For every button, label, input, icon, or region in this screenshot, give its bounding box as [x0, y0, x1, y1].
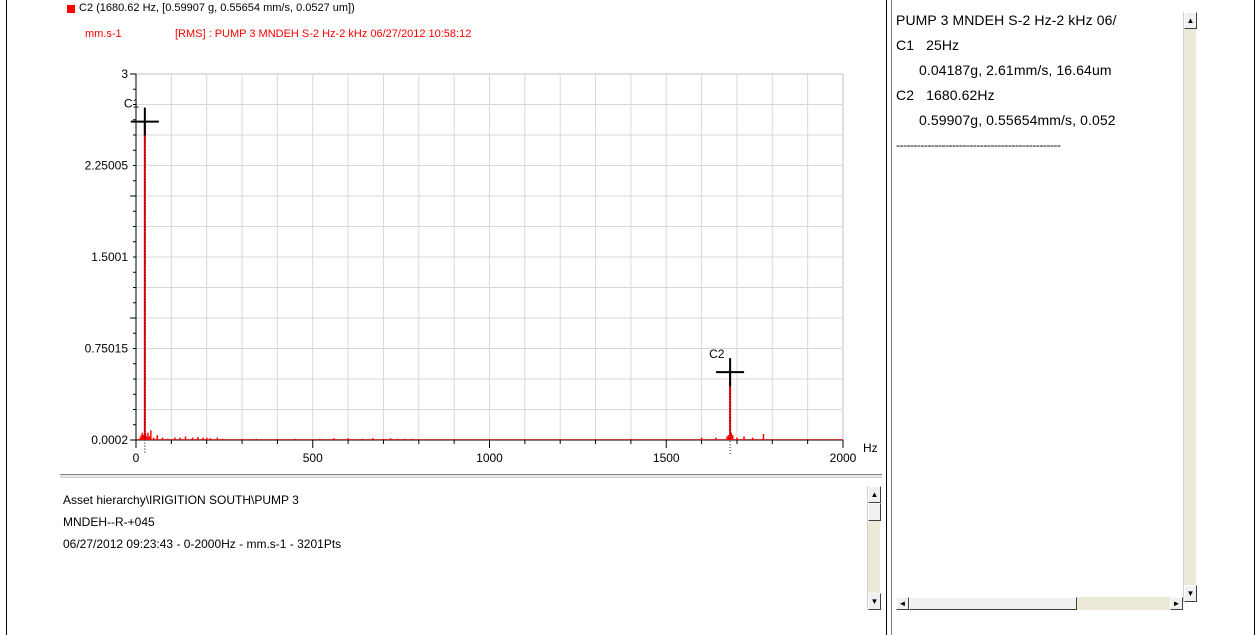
info-scroll-up-button[interactable]: ▲	[868, 486, 881, 503]
x-tick-label: 1000	[476, 451, 503, 465]
y-tick-label: 0.0002	[91, 433, 128, 447]
info-scroll-thumb[interactable]	[868, 503, 881, 521]
y-tick-label: 3	[121, 67, 128, 81]
x-tick-label: 1500	[653, 451, 680, 465]
results-vertical-scrollbar[interactable]: ▲ ▼	[1183, 12, 1197, 602]
results-scroll-down-button[interactable]: ▼	[1184, 585, 1197, 602]
arrow-down-icon: ▼	[870, 597, 879, 606]
results-c2-header: C2 1680.62Hz	[896, 87, 995, 103]
y-tick-label: 2.25005	[85, 159, 129, 173]
cursor-markers[interactable]: C1 C2	[124, 97, 745, 454]
info-point-id: MNDEH--R-+045	[63, 515, 155, 529]
results-scroll-hthumb[interactable]	[909, 597, 1077, 610]
vertical-splitter[interactable]	[886, 0, 892, 635]
chart-grid	[135, 73, 844, 441]
results-scroll-left-button[interactable]: ◄	[896, 597, 909, 610]
cursor-results-panel: PUMP 3 MNDEH S-2 Hz-2 kHz 06/ C1 25Hz 0.…	[894, 0, 1184, 610]
results-c1-values: 0.04187g, 2.61mm/s, 16.64um	[919, 62, 1112, 78]
results-c1-header: C1 25Hz	[896, 37, 960, 53]
cursor-label: C2	[709, 347, 725, 361]
horizontal-splitter[interactable]	[60, 474, 882, 478]
results-title: PUMP 3 MNDEH S-2 Hz-2 kHz 06/	[896, 12, 1117, 28]
arrow-up-icon: ▲	[1186, 16, 1195, 25]
y-tick-label: 0.75015	[85, 342, 129, 356]
arrow-right-icon: ►	[1172, 599, 1181, 608]
info-scrollbar[interactable]: ▲ ▼	[867, 486, 881, 610]
legend-unit: mm.s-1	[85, 28, 122, 40]
info-scroll-down-button[interactable]: ▼	[868, 593, 881, 610]
info-panel: Asset hierarchy\IRIGITION SOUTH\PUMP 3 M…	[60, 480, 880, 632]
spectrum-chart: 0.0002 0.75015 1.5001 2.25005 3 0 500 1000 1500 2…	[85, 67, 878, 465]
arrow-down-icon: ▼	[1186, 589, 1195, 598]
arrow-left-icon: ◄	[898, 599, 907, 608]
legend-cursor-readout: C2 (1680.62 Hz, [0.59907 g, 0.55654 mm/s…	[79, 2, 355, 14]
info-acquisition: 06/27/2012 09:23:43 - 0-2000Hz - mm.s-1 …	[63, 537, 342, 551]
x-axis-label: Hz	[863, 441, 878, 455]
results-scroll-up-button[interactable]: ▲	[1184, 12, 1197, 29]
results-separator: ----------------------------------------…	[896, 138, 1061, 152]
results-c2-values: 0.59907g, 0.55654mm/s, 0.052	[919, 112, 1116, 128]
x-tick-label: 500	[303, 451, 323, 465]
cursor-label: C1	[124, 97, 140, 111]
legend-measurement: [RMS] : PUMP 3 MNDEH S-2 Hz-2 kHz 06/27/…	[175, 28, 472, 40]
legend-color-swatch	[67, 5, 75, 13]
x-tick-label: 2000	[830, 451, 857, 465]
info-asset-path: Asset hierarchy\IRIGITION SOUTH\PUMP 3	[63, 493, 299, 507]
y-tick-label: 1.5001	[91, 250, 128, 264]
arrow-up-icon: ▲	[870, 490, 879, 499]
results-scroll-right-button[interactable]: ►	[1170, 597, 1183, 610]
x-tick-label: 0	[133, 451, 140, 465]
results-horizontal-scrollbar[interactable]: ◄ ►	[896, 597, 1183, 610]
